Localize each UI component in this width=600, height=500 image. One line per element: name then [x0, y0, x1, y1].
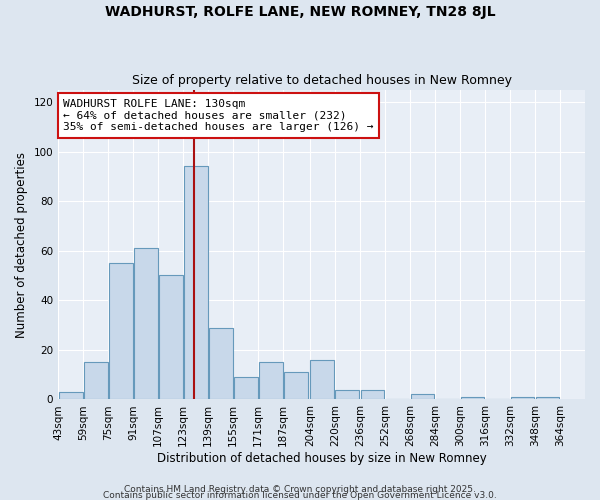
Bar: [184, 166, 208, 400]
Title: Size of property relative to detached houses in New Romney: Size of property relative to detached ho…: [131, 74, 512, 87]
Bar: [109, 263, 133, 400]
Bar: [59, 392, 83, 400]
Bar: [310, 360, 334, 400]
Bar: [234, 377, 257, 400]
Bar: [536, 397, 559, 400]
Bar: [134, 248, 158, 400]
Text: Contains HM Land Registry data © Crown copyright and database right 2025.: Contains HM Land Registry data © Crown c…: [124, 486, 476, 494]
Text: Contains public sector information licensed under the Open Government Licence v3: Contains public sector information licen…: [103, 492, 497, 500]
Bar: [84, 362, 107, 400]
Bar: [209, 328, 233, 400]
Bar: [159, 276, 182, 400]
Bar: [410, 394, 434, 400]
Bar: [361, 390, 384, 400]
Bar: [335, 390, 359, 400]
Bar: [461, 397, 484, 400]
Bar: [259, 362, 283, 400]
Bar: [511, 397, 535, 400]
Text: WADHURST ROLFE LANE: 130sqm
← 64% of detached houses are smaller (232)
35% of se: WADHURST ROLFE LANE: 130sqm ← 64% of det…: [64, 99, 374, 132]
Text: WADHURST, ROLFE LANE, NEW ROMNEY, TN28 8JL: WADHURST, ROLFE LANE, NEW ROMNEY, TN28 8…: [104, 5, 496, 19]
X-axis label: Distribution of detached houses by size in New Romney: Distribution of detached houses by size …: [157, 452, 487, 465]
Y-axis label: Number of detached properties: Number of detached properties: [15, 152, 28, 338]
Bar: [284, 372, 308, 400]
